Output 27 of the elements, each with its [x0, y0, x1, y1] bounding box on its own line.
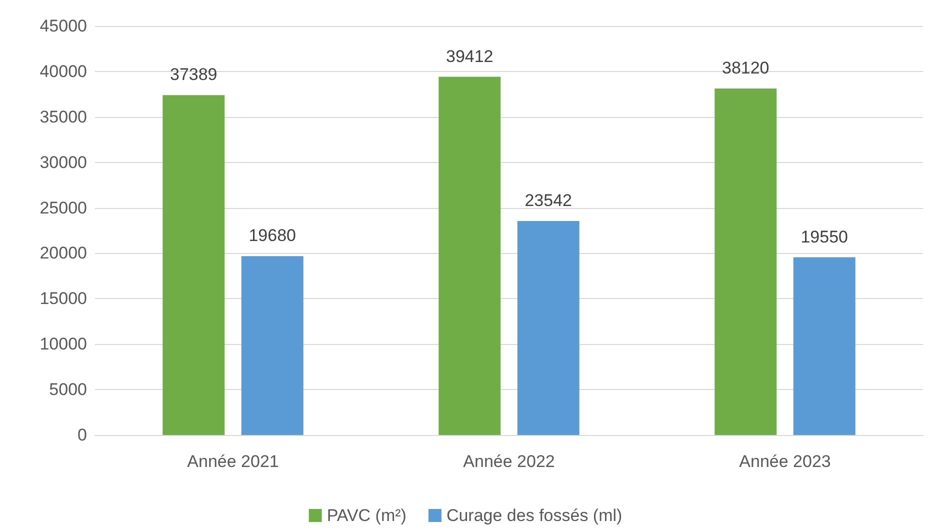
bar — [438, 76, 501, 435]
x-tick-label: Année 2023 — [739, 452, 831, 471]
legend-label: Curage des fossés (ml) — [446, 506, 622, 525]
bar — [714, 88, 777, 435]
legend-label: PAVC (m²) — [326, 506, 406, 525]
y-tick-label: 5000 — [49, 380, 87, 400]
bar — [517, 221, 580, 435]
bar — [793, 257, 856, 435]
y-tick-label: 25000 — [40, 198, 87, 218]
y-tick-label: 40000 — [40, 62, 87, 81]
x-tick-label: Année 2021 — [187, 452, 279, 471]
data-label: 19550 — [800, 227, 848, 246]
data-label: 23542 — [524, 191, 572, 210]
data-label: 37389 — [170, 65, 218, 84]
y-tick-label: 35000 — [40, 107, 87, 126]
bar — [162, 95, 225, 435]
y-tick-label: 30000 — [40, 152, 87, 172]
x-tick-label: Année 2022 — [463, 452, 555, 471]
data-label: 39412 — [446, 46, 494, 66]
y-tick-label: 0 — [78, 426, 87, 444]
y-tick-label: 10000 — [40, 334, 87, 354]
bar — [241, 256, 304, 435]
data-label: 19680 — [248, 226, 296, 246]
y-tick-label: 20000 — [40, 244, 87, 263]
y-tick-label: 15000 — [40, 289, 87, 308]
data-label: 38120 — [722, 58, 770, 78]
y-tick-label: 45000 — [40, 16, 87, 36]
